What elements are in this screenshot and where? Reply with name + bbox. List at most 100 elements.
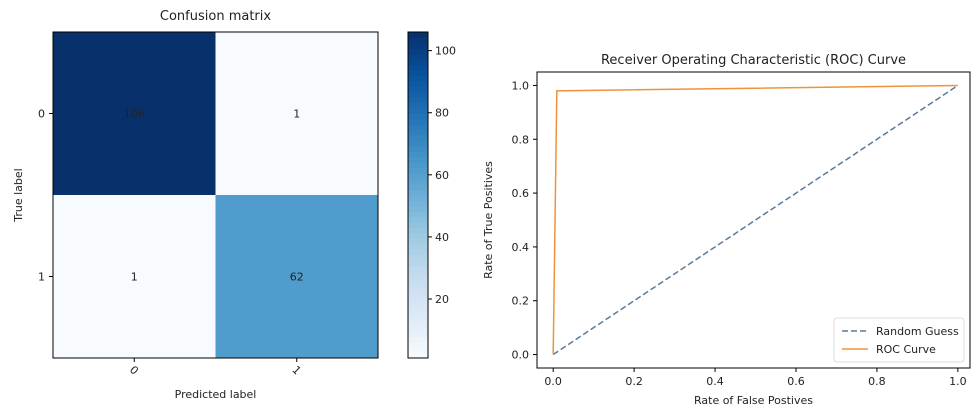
y-tick-label: 0	[38, 108, 45, 121]
cell-label: 1	[293, 108, 300, 121]
colorbar-step	[408, 80, 428, 87]
x-tick-label: 0.2	[625, 375, 643, 388]
colorbar-frame	[407, 31, 429, 359]
colorbar-tick-label: 80	[435, 107, 449, 120]
colorbar-step	[408, 325, 428, 332]
cell-label: 62	[290, 271, 304, 284]
colorbar-step	[408, 91, 428, 98]
y-tick-label: 1	[38, 271, 45, 284]
y-tick-label: 0.4	[512, 241, 530, 254]
colorbar-step	[408, 59, 428, 66]
colorbar-step	[408, 37, 428, 44]
colorbar-step	[408, 53, 428, 60]
colorbar-step	[408, 173, 428, 180]
cell-label: 1	[131, 271, 138, 284]
legend-box	[833, 317, 965, 363]
x-tick-label: 0.4	[706, 375, 724, 388]
x-tick-label: 1	[289, 363, 303, 377]
colorbar-step	[408, 129, 428, 136]
heatmap-cell	[215, 195, 378, 358]
x-tick-label: 0.6	[787, 375, 805, 388]
colorbar-step	[408, 200, 428, 207]
x-axis-label: Predicted label	[175, 388, 257, 401]
colorbar-step	[408, 211, 428, 218]
colorbar-step	[408, 205, 428, 212]
colorbar-step	[408, 167, 428, 174]
x-axis-label: Rate of False Postives	[694, 394, 813, 407]
legend-label: Random Guess	[876, 325, 959, 338]
y-axis-label: True label	[12, 168, 25, 222]
colorbar-step	[408, 178, 428, 185]
colorbar-step	[408, 271, 428, 277]
y-tick-label: 0.6	[512, 187, 530, 200]
x-tick-label: 0.8	[868, 375, 886, 388]
colorbar-step	[408, 233, 428, 239]
colorbar-step	[408, 75, 428, 82]
colorbar-tick-label: 20	[435, 293, 449, 306]
colorbar-step	[408, 309, 428, 316]
chart-title: Receiver Operating Characteristic (ROC) …	[601, 53, 906, 68]
colorbar-step	[408, 303, 428, 310]
colorbar-tick-label: 100	[435, 45, 456, 58]
colorbar-step	[408, 287, 428, 294]
colorbar-tick-label: 40	[435, 231, 449, 244]
colorbar-step	[408, 32, 428, 38]
colorbar-step	[408, 238, 428, 245]
colorbar-step	[408, 330, 428, 337]
heatmap-cell	[53, 32, 216, 195]
legend-label: ROC Curve	[876, 343, 936, 356]
colorbar-step	[408, 151, 428, 158]
colorbar-step	[408, 113, 428, 120]
y-tick-label: 0.2	[512, 295, 530, 308]
colorbar-step	[408, 140, 428, 147]
colorbar-step	[408, 135, 428, 142]
colorbar-step	[408, 265, 428, 272]
plot-frame	[52, 31, 379, 359]
colorbar-step	[408, 195, 428, 201]
colorbar-step	[408, 97, 428, 104]
colorbar-step	[408, 124, 428, 131]
cell-label: 106	[124, 108, 145, 121]
colorbar-step	[408, 222, 428, 229]
colorbar-step	[408, 48, 428, 55]
colorbar-step	[408, 292, 428, 299]
colorbar-tick-label: 60	[435, 169, 449, 182]
colorbar-step	[408, 108, 428, 114]
colorbar-step	[408, 298, 428, 305]
colorbar-step	[408, 281, 428, 288]
colorbar-step	[408, 260, 428, 267]
colorbar-step	[408, 216, 428, 223]
colorbar-step	[408, 70, 428, 76]
colorbar-step	[408, 184, 428, 191]
colorbar-step	[408, 341, 428, 348]
series-line	[552, 84, 958, 355]
colorbar-step	[408, 86, 428, 93]
heatmap-cell	[53, 195, 216, 358]
colorbar-step	[408, 102, 428, 109]
colorbar-step	[408, 352, 428, 359]
colorbar-step	[408, 162, 428, 169]
colorbar-step	[408, 189, 428, 196]
colorbar-step	[408, 336, 428, 343]
colorbar-step	[408, 347, 428, 354]
x-tick-label: 1.0	[949, 375, 967, 388]
heatmap-cell	[215, 32, 378, 195]
colorbar-step	[408, 118, 428, 125]
colorbar-step	[408, 254, 428, 261]
y-tick-label: 1.0	[512, 79, 530, 92]
colorbar-step	[408, 314, 428, 321]
x-tick-label: 0	[127, 363, 141, 377]
colorbar-step	[408, 249, 428, 256]
series-line	[552, 84, 959, 356]
colorbar-step	[408, 276, 428, 283]
x-tick-label: 0.0	[544, 375, 562, 388]
colorbar-step	[408, 156, 428, 163]
y-tick-label: 0.0	[512, 349, 530, 362]
colorbar-step	[408, 243, 428, 250]
colorbar-step	[408, 64, 428, 71]
colorbar-step	[408, 319, 428, 326]
y-tick-label: 0.8	[512, 133, 530, 146]
y-axis-label: Rate of True Positives	[482, 161, 495, 279]
colorbar-step	[408, 227, 428, 234]
